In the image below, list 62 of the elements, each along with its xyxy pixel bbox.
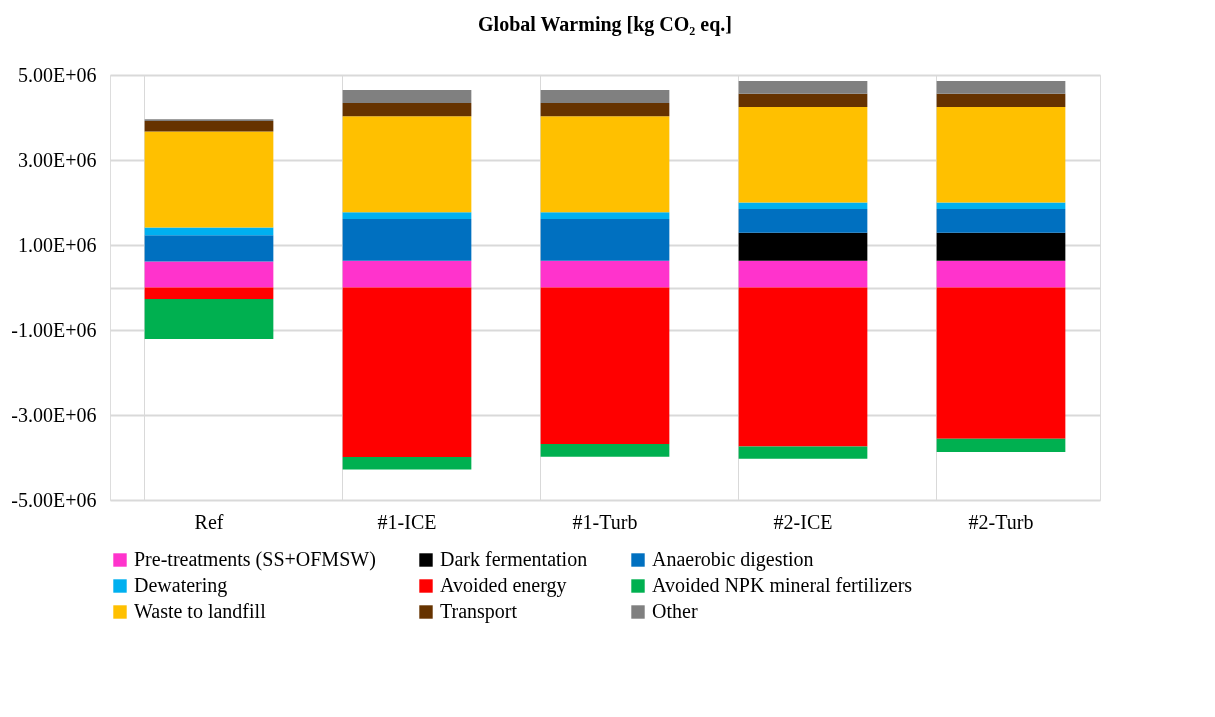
legend-label: Dewatering (134, 574, 228, 597)
bar (540, 212, 670, 220)
bar (738, 287, 868, 447)
bar (342, 219, 472, 261)
y-tick-label: -3.00E+06 (11, 403, 97, 426)
chart-title: Global Warming [kg CO₂ eq.] (478, 13, 732, 36)
bar (936, 202, 1066, 209)
bar (738, 93, 868, 107)
legend-label: Avoided energy (440, 574, 567, 597)
bar (540, 116, 670, 213)
bar (144, 287, 274, 299)
bar (738, 208, 868, 233)
bar (144, 131, 274, 228)
bar (936, 287, 1066, 439)
legend-label: Waste to landfill (134, 600, 267, 622)
bar (144, 120, 274, 132)
legend-label: Pre-treatments (SS+OFMSW) (134, 548, 376, 571)
bar (540, 260, 670, 288)
bar (936, 208, 1066, 233)
bar (540, 103, 670, 117)
legend-label: Transport (440, 600, 518, 623)
bar (342, 287, 472, 458)
bar (936, 93, 1066, 107)
bar (540, 287, 670, 444)
bar (342, 103, 472, 117)
x-tick-label: #2-Turb (968, 510, 1034, 533)
bar (540, 443, 670, 457)
bar (342, 457, 472, 470)
bar (738, 260, 868, 288)
bar (936, 106, 1066, 203)
x-tick-label: #1-Turb (572, 510, 638, 533)
y-tick-label: 5.00E+06 (18, 63, 97, 86)
bar (936, 260, 1066, 288)
bar (738, 446, 868, 459)
bar (936, 80, 1066, 94)
bar (936, 232, 1066, 261)
bar (144, 298, 274, 339)
bar (342, 116, 472, 213)
bar (342, 260, 472, 288)
bar (540, 89, 670, 104)
bar (144, 235, 274, 262)
legend-label: Avoided NPK mineral fertilizers (652, 574, 913, 596)
bar (738, 232, 868, 261)
legend-label: Other (652, 600, 698, 622)
x-tick-label: Ref (194, 510, 224, 533)
y-tick-label: -1.00E+06 (11, 318, 97, 341)
x-tick-label: #2-ICE (773, 510, 833, 533)
bar (936, 438, 1066, 452)
bar (738, 80, 868, 94)
bar (144, 227, 274, 236)
legend-label: Anaerobic digestion (652, 548, 814, 571)
bar (540, 219, 670, 261)
x-tick-label: #1-ICE (377, 510, 437, 533)
y-tick-label: 3.00E+06 (18, 148, 97, 171)
legend-label: Dark fermentation (440, 548, 588, 570)
bar (738, 202, 868, 209)
bar (342, 212, 472, 220)
y-tick-label: 1.00E+06 (18, 233, 97, 256)
bar (144, 261, 274, 288)
y-tick-label: -5.00E+06 (11, 488, 97, 511)
bar (342, 89, 472, 104)
bar (738, 106, 868, 203)
